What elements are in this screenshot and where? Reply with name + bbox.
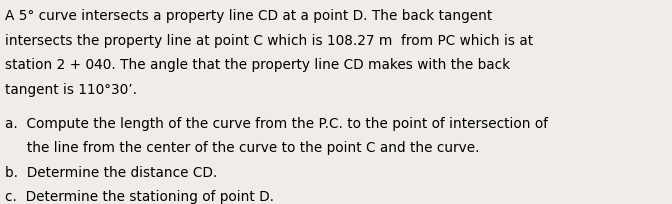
- Text: the line from the center of the curve to the point C and the curve.: the line from the center of the curve to…: [5, 141, 480, 155]
- Text: station 2 + 040. The angle that the property line CD makes with the back: station 2 + 040. The angle that the prop…: [5, 58, 511, 72]
- Text: intersects the property line at point C which is 108.27 m  from PC which is at: intersects the property line at point C …: [5, 34, 534, 48]
- Text: a.  Compute the length of the curve from the P.C. to the point of intersection o: a. Compute the length of the curve from …: [5, 116, 548, 130]
- Text: tangent is 110°30’.: tangent is 110°30’.: [5, 83, 137, 96]
- Text: c.  Determine the stationing of point D.: c. Determine the stationing of point D.: [5, 189, 274, 203]
- Text: b.  Determine the distance CD.: b. Determine the distance CD.: [5, 165, 218, 179]
- Text: A 5° curve intersects a property line CD at a point D. The back tangent: A 5° curve intersects a property line CD…: [5, 9, 493, 23]
